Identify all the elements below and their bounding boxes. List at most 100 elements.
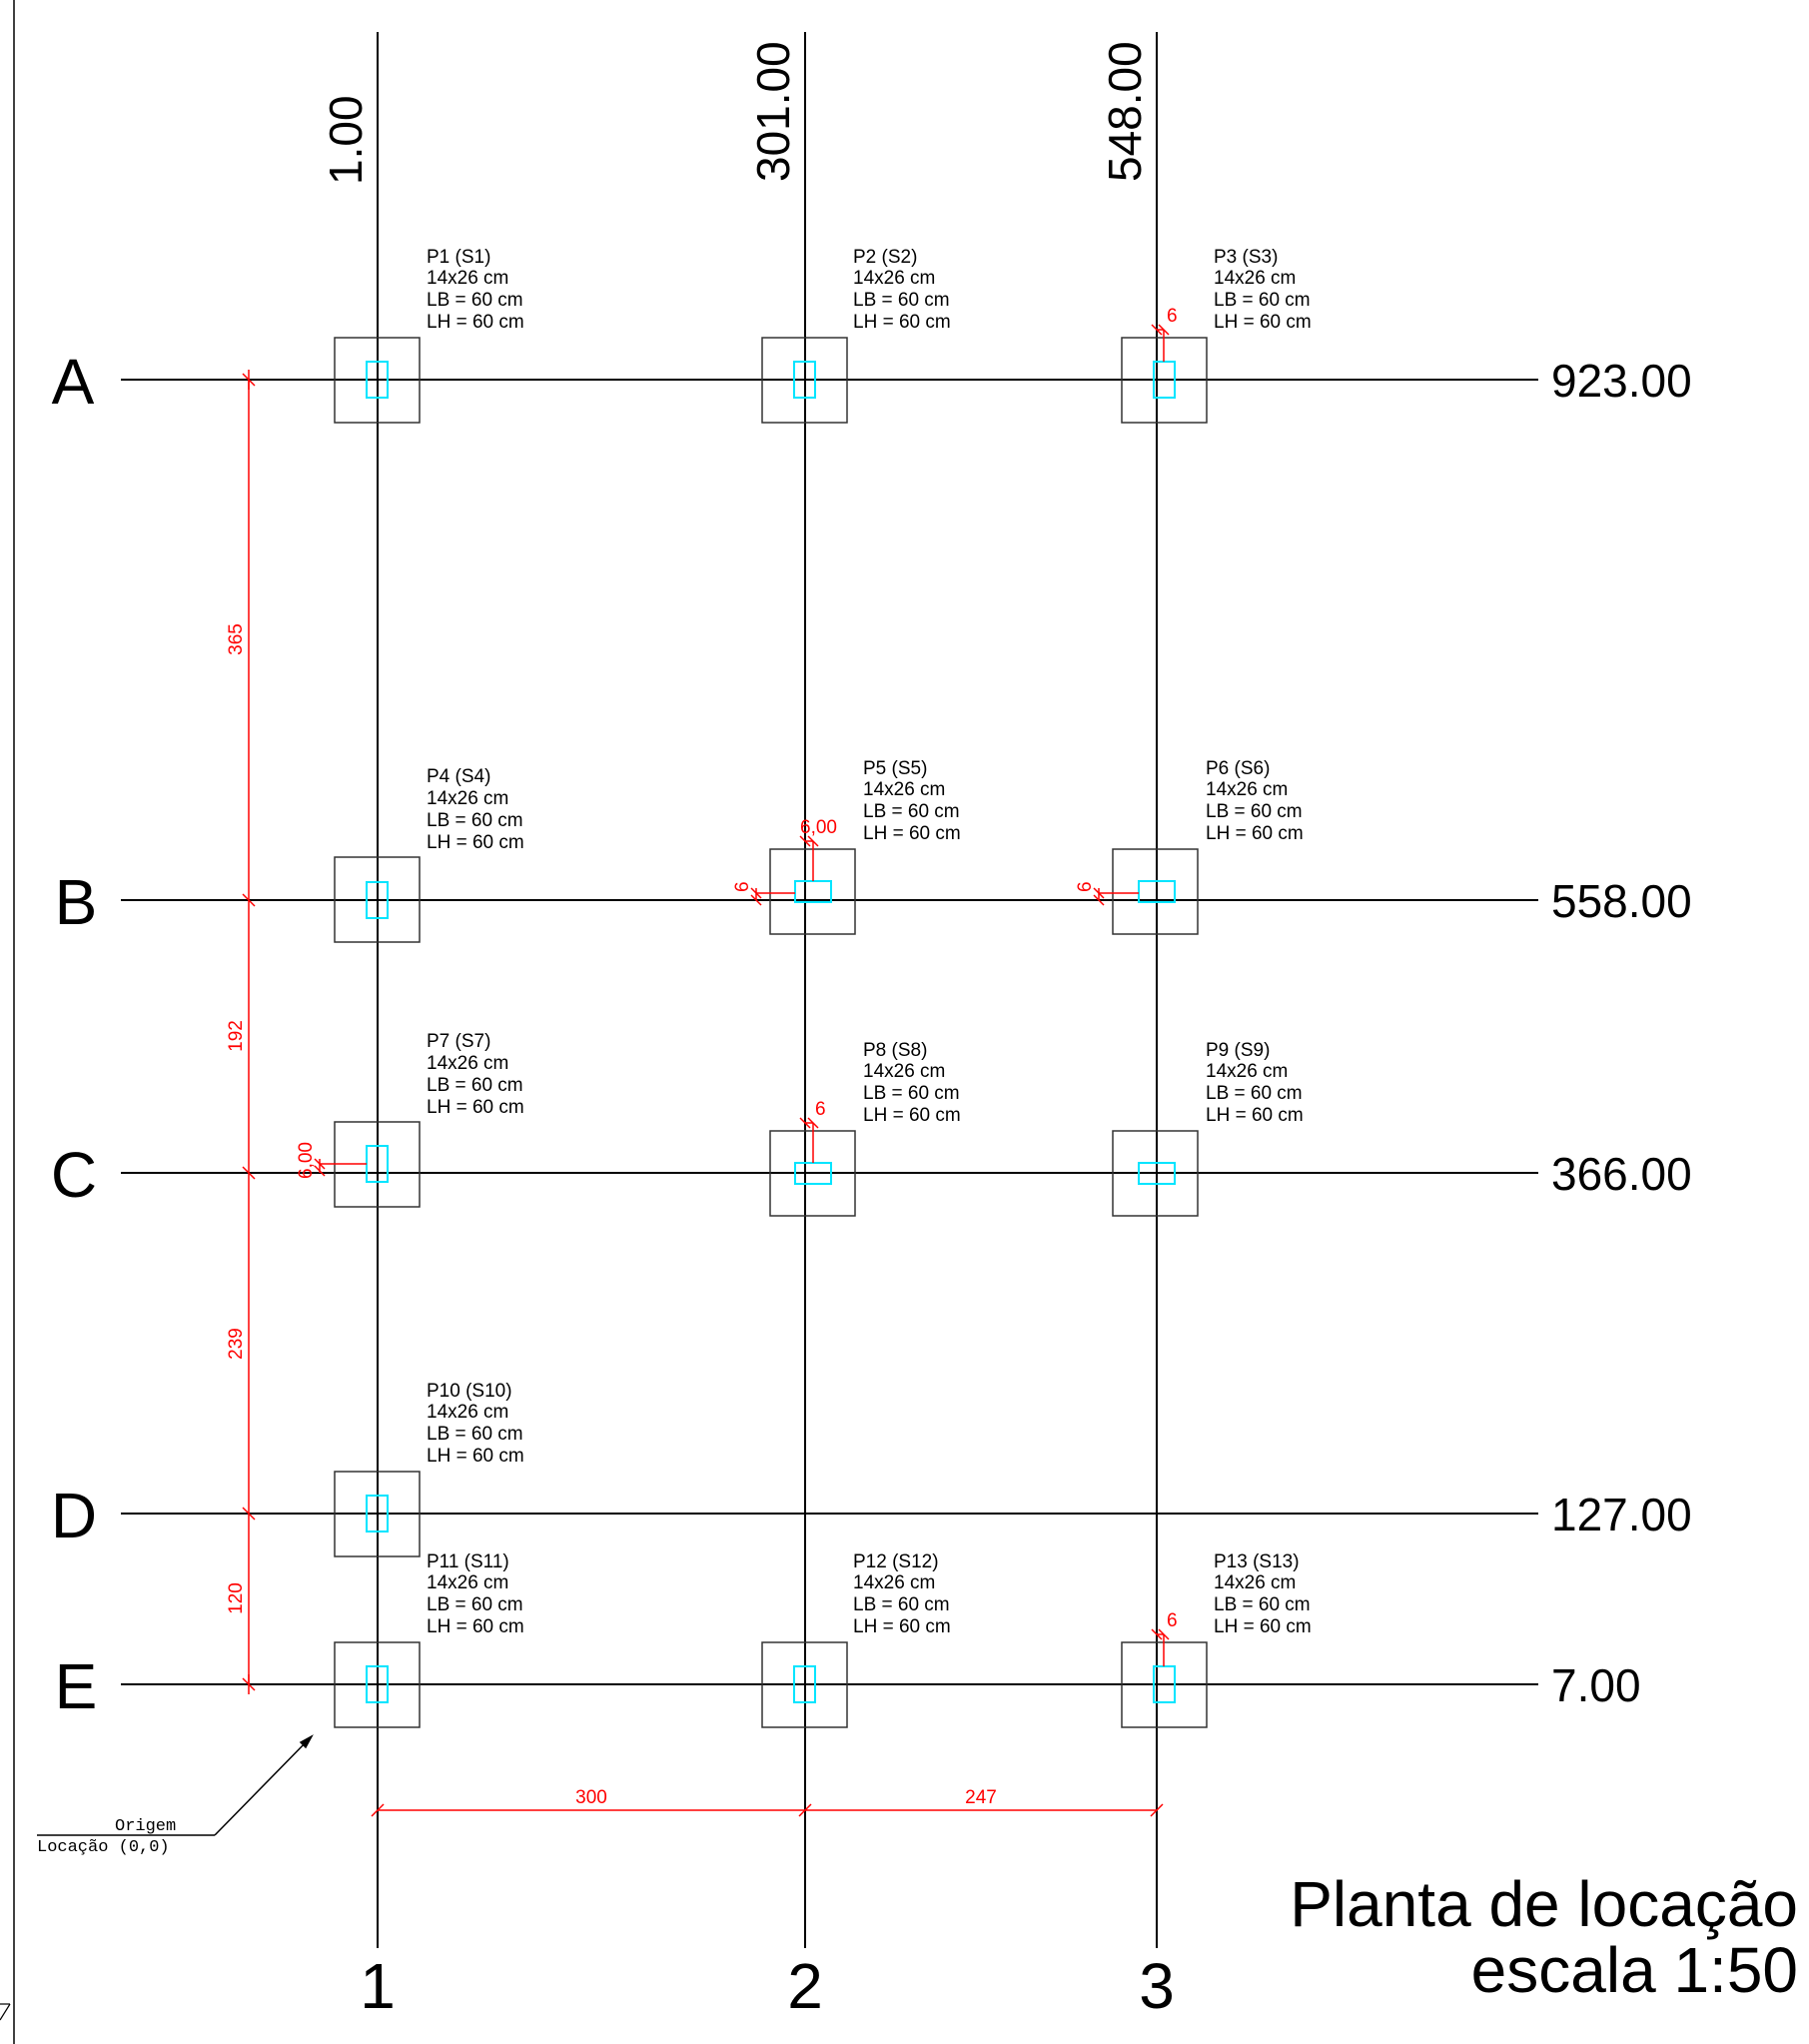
pillar-lh: LH = 60 cm — [427, 1616, 524, 1637]
origin-label: Origem — [115, 1817, 176, 1836]
pillar-lh: LH = 60 cm — [1206, 823, 1304, 844]
footing-p10 — [334, 1471, 421, 1557]
offset-mark-p13 — [1151, 1628, 1170, 1666]
pillar-label-p4: P4 (S4) 14x26 cm LB = 60 cm LH = 60 cm — [427, 766, 524, 853]
pillar-name: P8 (S8) — [863, 1040, 927, 1061]
pillar-name: P9 (S9) — [1206, 1040, 1270, 1061]
pillar-lh: LH = 60 cm — [1206, 1105, 1304, 1126]
dimension-247: 247 — [965, 1787, 997, 1808]
pillar-size: 14x26 cm — [427, 1053, 508, 1074]
pillar-lh: LH = 60 cm — [863, 823, 961, 844]
pillar-name: P3 (S3) — [1214, 247, 1278, 268]
pillar-label-p7: P7 (S7) 14x26 cm LB = 60 cm LH = 60 cm — [427, 1031, 524, 1118]
dimension-192: 192 — [226, 1020, 247, 1052]
pillar-lh: LH = 60 cm — [853, 1616, 951, 1637]
pillar-label-p2: P2 (S2) 14x26 cm LB = 60 cm LH = 60 cm — [853, 247, 951, 333]
axis-coord-1: 1.00 — [320, 95, 372, 185]
pillar-lb: LB = 60 cm — [853, 1594, 950, 1615]
offset-mark-p5 — [750, 835, 819, 906]
axis-label-3: 3 — [1139, 1950, 1175, 2022]
pillar-label-p9: P9 (S9) 14x26 cm LB = 60 cm LH = 60 cm — [1206, 1040, 1304, 1126]
pillar-size: 14x26 cm — [427, 1402, 508, 1423]
pillar-name: P10 (S10) — [427, 1381, 512, 1402]
pillar-lb: LB = 60 cm — [427, 1075, 523, 1096]
axis-coord-E: 7.00 — [1551, 1659, 1641, 1711]
pillar-size: 14x26 cm — [863, 779, 945, 800]
offset-mark-p6 — [1093, 887, 1139, 906]
drawing-title: Planta de locação — [1290, 1868, 1798, 1940]
axis-label-D: D — [51, 1480, 97, 1551]
column-p1 — [366, 361, 389, 399]
offset-label-p13: 6 — [1167, 1610, 1178, 1631]
pillar-label-p13: P13 (S13) 14x26 cm LB = 60 cm LH = 60 cm — [1214, 1551, 1312, 1637]
pillar-size: 14x26 cm — [863, 1061, 945, 1082]
pillar-lh: LH = 60 cm — [1214, 312, 1312, 333]
pillar-lb: LB = 60 cm — [863, 801, 960, 822]
pillar-label-p8: P8 (S8) 14x26 cm LB = 60 cm LH = 60 cm — [863, 1040, 961, 1126]
pillar-size: 14x26 cm — [1206, 1061, 1288, 1082]
axis-coord-3: 548.00 — [1099, 41, 1151, 182]
pillar-lb: LB = 60 cm — [1214, 290, 1311, 311]
pillar-label-p12: P12 (S12) 14x26 cm LB = 60 cm LH = 60 cm — [853, 1551, 951, 1637]
axis-label-1: 1 — [360, 1950, 396, 2022]
axis-label-A: A — [52, 346, 95, 418]
pillar-lb: LB = 60 cm — [427, 290, 523, 311]
pillar-lb: LB = 60 cm — [1214, 1594, 1311, 1615]
pillar-name: P6 (S6) — [1206, 758, 1270, 779]
pillar-lh: LH = 60 cm — [427, 1446, 524, 1467]
drawing-scale: escala 1:50 — [1471, 1934, 1798, 2006]
footing-p6 — [1112, 848, 1199, 935]
pillar-lb: LB = 60 cm — [853, 290, 950, 311]
origin-coords-label: Locação (0,0) — [37, 1838, 170, 1857]
pillar-lb: LB = 60 cm — [427, 810, 523, 831]
axis-coord-B: 558.00 — [1551, 875, 1692, 927]
pillar-lb: LB = 60 cm — [427, 1594, 523, 1615]
axis-label-C: C — [51, 1139, 97, 1211]
pillar-name: P13 (S13) — [1214, 1551, 1300, 1572]
pillar-name: P5 (S5) — [863, 758, 927, 779]
column-p10 — [366, 1495, 389, 1533]
pillar-label-p3: P3 (S3) 14x26 cm LB = 60 cm LH = 60 cm — [1214, 247, 1312, 333]
offset-label-p5-left: 6 — [732, 881, 753, 892]
pillar-size: 14x26 cm — [1214, 1572, 1296, 1593]
column-p2 — [793, 361, 816, 399]
footing-p11 — [334, 1641, 421, 1728]
pillar-lb: LB = 60 cm — [427, 1424, 523, 1445]
column-p12 — [793, 1665, 816, 1703]
pillar-lh: LH = 60 cm — [863, 1105, 961, 1126]
pillar-label-p5: P5 (S5) 14x26 cm LB = 60 cm LH = 60 cm — [863, 758, 961, 844]
dimension-365: 365 — [226, 623, 247, 655]
horizontal-dimension-chain — [371, 1803, 1164, 1817]
column-p4 — [366, 881, 389, 919]
pillar-size: 14x26 cm — [427, 788, 508, 809]
dimension-300: 300 — [575, 1787, 607, 1808]
pillar-name: P7 (S7) — [427, 1031, 490, 1052]
pillar-size: 14x26 cm — [1206, 779, 1288, 800]
pillar-lb: LB = 60 cm — [863, 1083, 960, 1104]
pillar-lh: LH = 60 cm — [1214, 1616, 1312, 1637]
column-p5 — [794, 880, 832, 903]
offset-mark-p3 — [1151, 324, 1170, 362]
pillar-lb: LB = 60 cm — [1206, 1083, 1303, 1104]
offset-mark-p8 — [799, 1117, 819, 1163]
axis-coord-C: 366.00 — [1551, 1148, 1692, 1200]
grid-lines — [121, 32, 1538, 1948]
column-p6 — [1138, 880, 1176, 903]
axis-coord-D: 127.00 — [1551, 1489, 1692, 1540]
pillar-size: 14x26 cm — [1214, 268, 1296, 289]
footing-p12 — [761, 1641, 848, 1728]
footing-p1 — [334, 337, 421, 424]
axis-coord-A: 923.00 — [1551, 355, 1692, 407]
column-p9 — [1138, 1162, 1176, 1185]
pillar-lh: LH = 60 cm — [427, 1097, 524, 1118]
pillar-name: P11 (S11) — [427, 1551, 509, 1572]
axis-label-B: B — [55, 866, 98, 938]
pillar-name: P1 (S1) — [427, 247, 490, 268]
axis-coord-2: 301.00 — [747, 41, 799, 182]
pillar-name: P2 (S2) — [853, 247, 917, 268]
dimension-239: 239 — [226, 1328, 247, 1360]
pillar-lh: LH = 60 cm — [853, 312, 951, 333]
offset-label-p7-left: 6,00 — [296, 1142, 317, 1179]
footing-p9 — [1112, 1130, 1199, 1217]
